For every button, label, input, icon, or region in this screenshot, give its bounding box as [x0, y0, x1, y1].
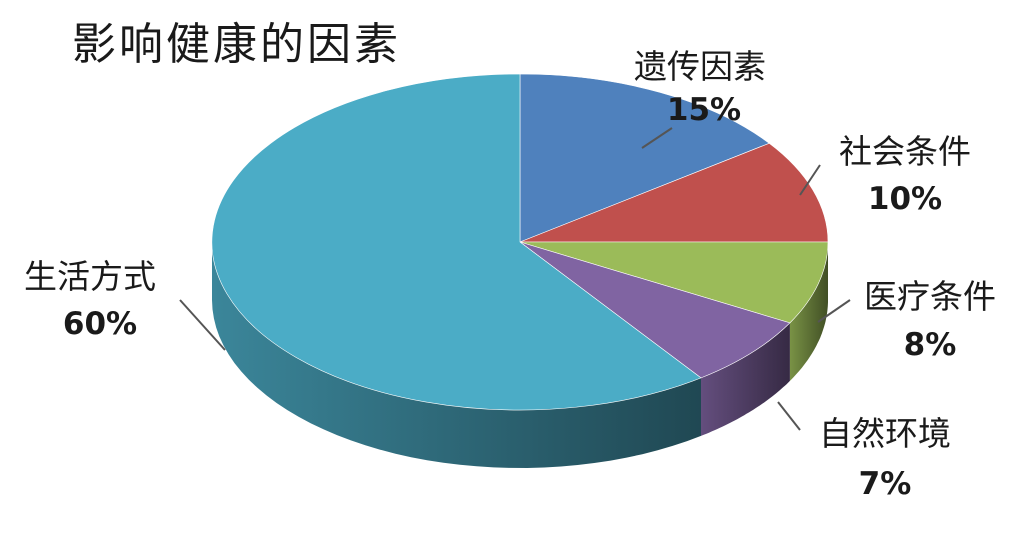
leader-line-4: [179, 299, 226, 351]
slice-label-2: 医疗条件: [864, 277, 996, 316]
leader-line-3: [777, 401, 801, 431]
slice-value-2: 8%: [904, 327, 957, 363]
slice-label-3: 自然环境: [819, 414, 951, 453]
slice-value-4: 60%: [63, 306, 137, 342]
leader-line-0: [641, 127, 673, 149]
slice-label-0: 遗传因素: [634, 47, 766, 86]
pie-slice-4: [211, 73, 702, 411]
leader-line-1: [799, 164, 821, 196]
pie-side-2: [789, 242, 828, 381]
pie-side-3: [701, 322, 790, 436]
leader-line-2: [817, 299, 851, 323]
slice-label-1: 社会条件: [839, 132, 971, 171]
pie-slice-0: [519, 73, 770, 243]
slice-value-3: 7%: [859, 466, 912, 502]
slice-label-4: 生活方式: [24, 257, 156, 296]
slice-value-1: 10%: [868, 181, 942, 217]
pie-labels: 遗传因素 15% 社会条件 10% 医疗条件 8% 自然环境 7% 生活方式 60%: [24, 47, 996, 502]
pie-slice-3: [519, 241, 791, 379]
slice-value-0: 15%: [667, 92, 741, 128]
pie-top-faces: [211, 73, 829, 411]
chart-title: 影响健康的因素: [72, 19, 401, 70]
pie-slice-2: [519, 241, 829, 324]
pie-side-4: [212, 242, 701, 468]
pie-side-walls: [212, 242, 828, 468]
pie-slice-1: [519, 142, 829, 243]
